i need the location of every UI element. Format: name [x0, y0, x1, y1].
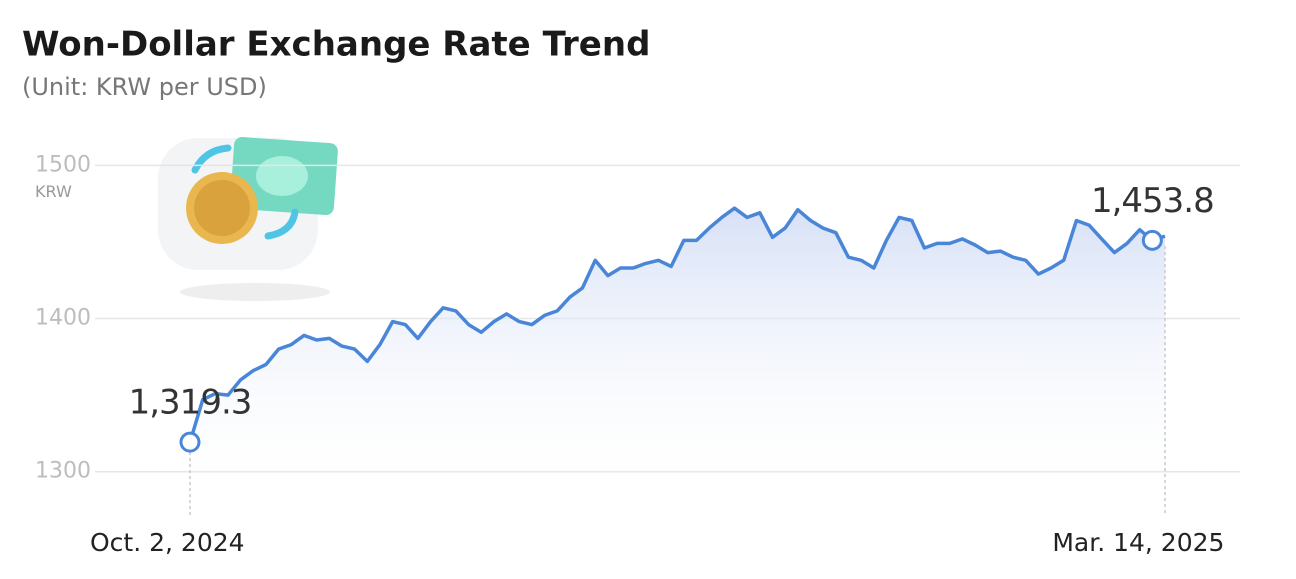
- data-label: 1,319.3: [129, 383, 252, 423]
- y-tick-label: 1300: [35, 459, 91, 484]
- chart-subtitle: (Unit: KRW per USD): [22, 73, 267, 101]
- x-tick-label: Mar. 14, 2025: [1052, 528, 1224, 557]
- area: [190, 208, 1165, 510]
- end-point: [1141, 229, 1163, 251]
- end-point: [179, 431, 201, 453]
- chart-title: Won-Dollar Exchange Rate Trend: [22, 25, 650, 65]
- y-unit-label: KRW: [35, 182, 72, 201]
- data-label: 1,453.8: [1091, 181, 1214, 221]
- y-tick-label: 1500: [35, 152, 91, 177]
- line: [188, 206, 1166, 443]
- money-icon: [158, 136, 338, 301]
- x-tick-label: Oct. 2, 2024: [90, 528, 245, 557]
- y-tick-label: 1400: [35, 306, 91, 331]
